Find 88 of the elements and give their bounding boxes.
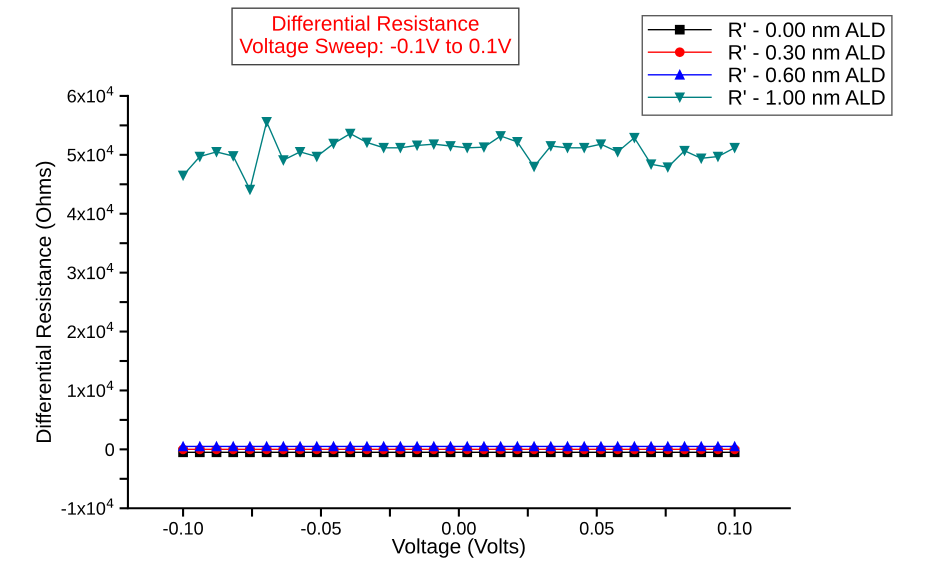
point	[295, 442, 305, 452]
point	[194, 152, 205, 162]
point	[212, 147, 222, 157]
point	[278, 442, 288, 452]
point	[529, 442, 539, 452]
point	[496, 442, 506, 452]
point	[345, 128, 356, 138]
point	[362, 138, 372, 148]
y-tick-label: 5x10$^{4}$	[67, 145, 114, 162]
y-tick-label: -1x10$^{4}$	[62, 498, 114, 515]
point	[262, 116, 272, 127]
point	[646, 159, 656, 170]
y-tick-label: 4x10$^{4}$	[67, 204, 114, 220]
x-tick-label: 0.05	[580, 522, 614, 535]
point	[512, 137, 522, 147]
y-tick-label: 1x10$^{4}$	[68, 380, 114, 398]
x-axis-title: Voltage (Volts)	[392, 538, 525, 558]
point	[446, 141, 456, 151]
point	[612, 147, 623, 157]
point	[630, 132, 640, 143]
point	[428, 139, 439, 150]
point	[479, 442, 489, 452]
point	[295, 147, 305, 157]
point	[562, 142, 572, 153]
point	[228, 442, 238, 452]
point	[194, 442, 205, 452]
y-tick-label: 0	[105, 443, 114, 456]
point	[245, 442, 255, 452]
point	[262, 442, 272, 452]
point	[178, 442, 188, 452]
y-tick-label: 2x10$^{4}$	[68, 322, 114, 338]
point	[529, 162, 539, 172]
point	[579, 442, 590, 452]
y-tick-label: 6x10$^{4}$	[68, 86, 114, 103]
x-tick-label: 0.10	[718, 522, 752, 535]
point	[646, 442, 656, 452]
point	[312, 442, 322, 452]
point	[596, 442, 606, 452]
point	[496, 131, 506, 141]
point	[412, 140, 422, 150]
point	[428, 442, 439, 452]
point	[546, 442, 556, 452]
point	[328, 138, 338, 149]
point	[228, 151, 238, 161]
point	[378, 142, 389, 153]
point	[579, 142, 590, 153]
point	[446, 442, 456, 452]
point	[178, 170, 188, 180]
point	[730, 142, 740, 153]
point	[713, 152, 723, 162]
point	[696, 442, 706, 452]
y-axis-title: Differential Resistance (Ohms)	[36, 162, 56, 442]
point	[396, 442, 406, 452]
point	[328, 442, 338, 452]
point	[696, 154, 706, 164]
legend-label: R' - 0.60 nm ALD	[729, 68, 885, 82]
legend-label: R' - 1.00 nm ALD	[729, 90, 885, 105]
point	[662, 442, 673, 452]
point	[612, 442, 623, 452]
point	[462, 442, 472, 452]
point	[546, 141, 556, 151]
point	[345, 442, 356, 452]
point	[412, 442, 422, 452]
point	[212, 442, 222, 452]
x-tick-label: -0.05	[301, 522, 341, 535]
point	[680, 442, 690, 452]
point	[362, 442, 372, 452]
point	[378, 442, 389, 452]
point	[596, 139, 606, 150]
point	[713, 442, 723, 452]
x-tick-label: -0.10	[163, 522, 203, 535]
point	[278, 155, 288, 165]
x-tick-label: 0.00	[442, 522, 476, 535]
legend-label: R' - 0.00 nm ALD	[729, 22, 885, 38]
point	[730, 442, 740, 452]
point	[630, 442, 640, 452]
point	[512, 442, 522, 452]
legend-label: R' - 0.30 nm ALD	[729, 44, 885, 60]
point	[312, 152, 322, 162]
point	[680, 146, 690, 156]
point	[245, 184, 255, 194]
y-tick-label: 3x10$^{4}$	[67, 262, 114, 280]
chart-title: Differential Resistance Voltage Sweep: -0.1V to 0.1V	[239, 16, 512, 58]
point	[562, 442, 572, 452]
point	[462, 142, 472, 153]
point	[662, 162, 673, 172]
point	[396, 142, 406, 153]
point	[479, 142, 489, 152]
